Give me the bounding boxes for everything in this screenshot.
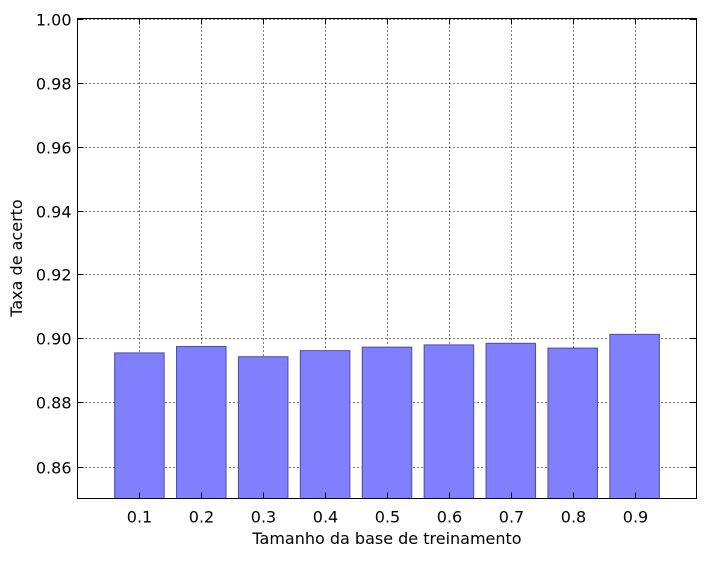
x-tick-label: 0.5 — [375, 508, 400, 527]
x-tick-label: 0.7 — [499, 508, 524, 527]
x-tick-label: 0.9 — [623, 508, 648, 527]
bar — [609, 333, 660, 499]
bar — [176, 346, 227, 499]
grid-lines — [77, 18, 697, 499]
bar — [237, 356, 289, 499]
y-tick-label: 1.00 — [36, 11, 72, 30]
x-tick-label: 0.8 — [561, 508, 586, 527]
y-tick-label: 0.88 — [36, 394, 72, 413]
x-axis-label: Tamanho da base de treinamento — [251, 529, 521, 548]
x-tick-label: 0.4 — [313, 508, 338, 527]
bar — [547, 347, 598, 499]
y-tick-label: 0.98 — [36, 75, 72, 94]
y-tick-label: 0.96 — [36, 139, 72, 158]
y-tick-label: 0.90 — [36, 330, 72, 349]
bar — [361, 346, 413, 500]
y-tick-label: 0.94 — [36, 203, 72, 222]
y-axis-label: Taxa de acerto — [7, 199, 26, 317]
x-tick-label: 0.3 — [251, 508, 276, 527]
bar — [485, 342, 537, 499]
y-tick-label: 0.86 — [36, 459, 72, 478]
y-tick-labels: 0.86 0.88 0.90 0.92 0.94 0.96 0.98 1.00 — [36, 11, 72, 478]
x-tick-label: 0.2 — [189, 508, 214, 527]
y-tick-label: 0.92 — [36, 266, 72, 285]
bar — [423, 344, 475, 499]
bar — [114, 352, 165, 499]
bars — [114, 333, 660, 500]
x-tick-labels: 0.1 0.2 0.3 0.4 0.5 0.6 0.7 0.8 0.9 — [127, 508, 648, 527]
x-tick-label: 0.1 — [127, 508, 152, 527]
axis-ticks — [77, 18, 697, 499]
bar — [299, 350, 351, 499]
x-tick-label: 0.6 — [437, 508, 462, 527]
